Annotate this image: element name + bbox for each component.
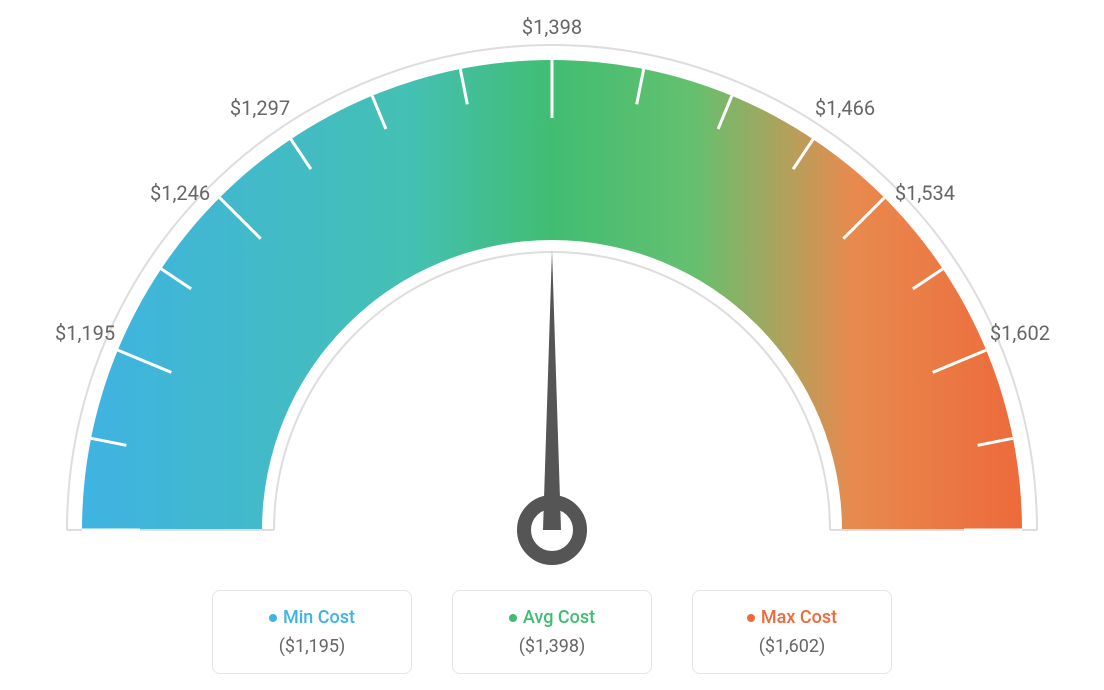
legend-value: ($1,398) [493,636,611,657]
legend-title: Avg Cost [493,607,611,628]
legend-box: Min Cost ($1,195) [212,590,412,674]
cost-gauge-chart: $1,195 $1,246 $1,297 $1,398 $1,466 $1,534 $1,6… [0,0,1104,674]
legend-title: Max Cost [733,607,851,628]
legend-box: Avg Cost ($1,398) [452,590,652,674]
tick-label: $1,246 [150,181,210,205]
gauge-area: $1,195 $1,246 $1,297 $1,398 $1,466 $1,534 $1,6… [0,0,1104,570]
legend-value: ($1,602) [733,636,851,657]
legend-label: Max Cost [761,607,837,628]
legend-dot-icon [269,614,277,622]
legend-row: Min Cost ($1,195) Avg Cost ($1,398) Max Cost… [0,590,1104,674]
tick-label: $1,297 [230,96,290,120]
legend-box: Max Cost ($1,602) [692,590,892,674]
tick-label: $1,466 [815,96,875,120]
needle [543,250,561,530]
tick-label: $1,398 [522,15,582,39]
tick-label: $1,602 [990,321,1050,345]
legend-title: Min Cost [253,607,371,628]
legend-dot-icon [509,614,517,622]
legend-dot-icon [747,614,755,622]
tick-label: $1,534 [895,181,955,205]
legend-label: Min Cost [283,607,355,628]
legend-label: Avg Cost [523,607,595,628]
tick-label: $1,195 [55,321,115,345]
legend-value: ($1,195) [253,636,371,657]
gauge-svg: $1,195 $1,246 $1,297 $1,398 $1,466 $1,534 $1,6… [0,10,1104,570]
